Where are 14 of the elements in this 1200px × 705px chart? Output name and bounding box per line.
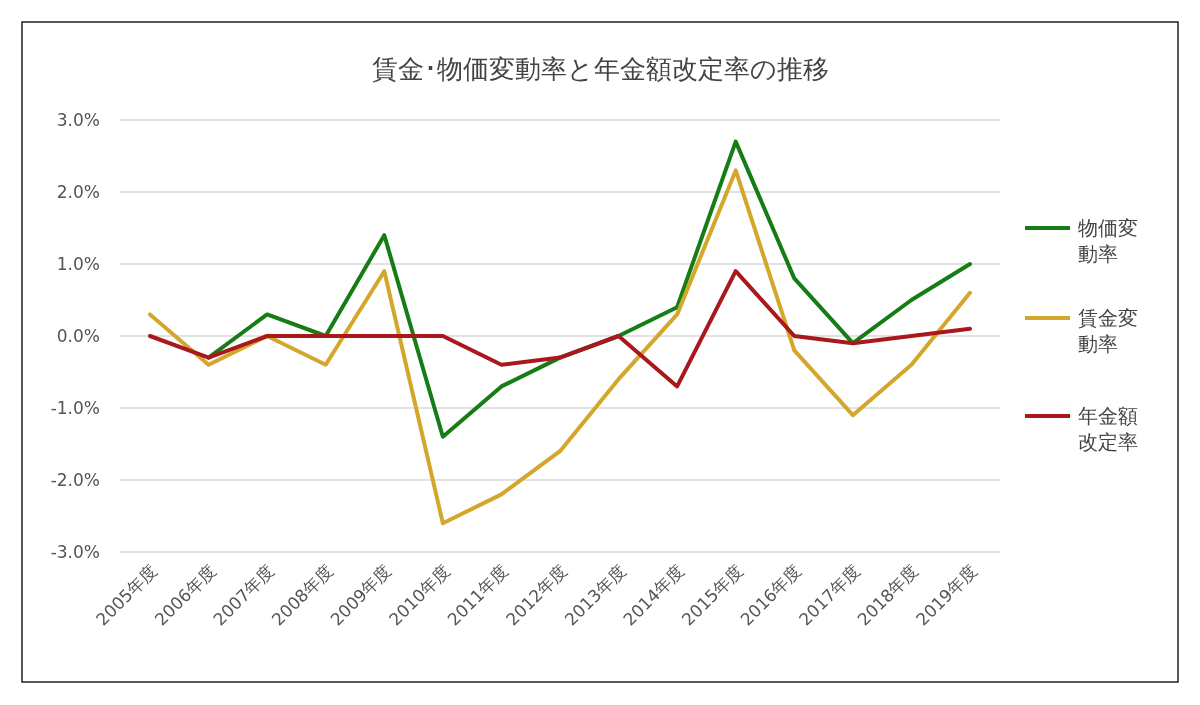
- line-series: [148, 269, 972, 389]
- legend-label: 賃金変動率: [1078, 306, 1138, 356]
- y-tick-label: -1.0%: [50, 398, 100, 418]
- y-tick-label: 3.0%: [56, 110, 100, 130]
- y-tick-label: 0.0%: [56, 326, 100, 346]
- y-tick-label: 2.0%: [56, 182, 100, 202]
- chart-title: 賃金･物価変動率と年金額改定率の推移: [371, 54, 829, 84]
- y-tick-label: -3.0%: [50, 542, 100, 562]
- line-series: [206, 139, 972, 439]
- legend-label: 年金額改定率: [1078, 404, 1138, 454]
- y-tick-label: -2.0%: [50, 470, 100, 490]
- line-series: [148, 168, 972, 526]
- legend-label: 物価変動率: [1078, 216, 1138, 266]
- y-tick-label: 1.0%: [56, 254, 100, 274]
